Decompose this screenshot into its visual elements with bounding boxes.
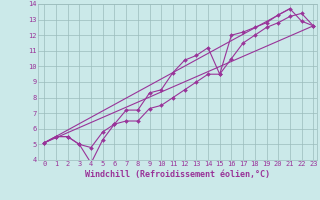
X-axis label: Windchill (Refroidissement éolien,°C): Windchill (Refroidissement éolien,°C) bbox=[85, 170, 270, 179]
